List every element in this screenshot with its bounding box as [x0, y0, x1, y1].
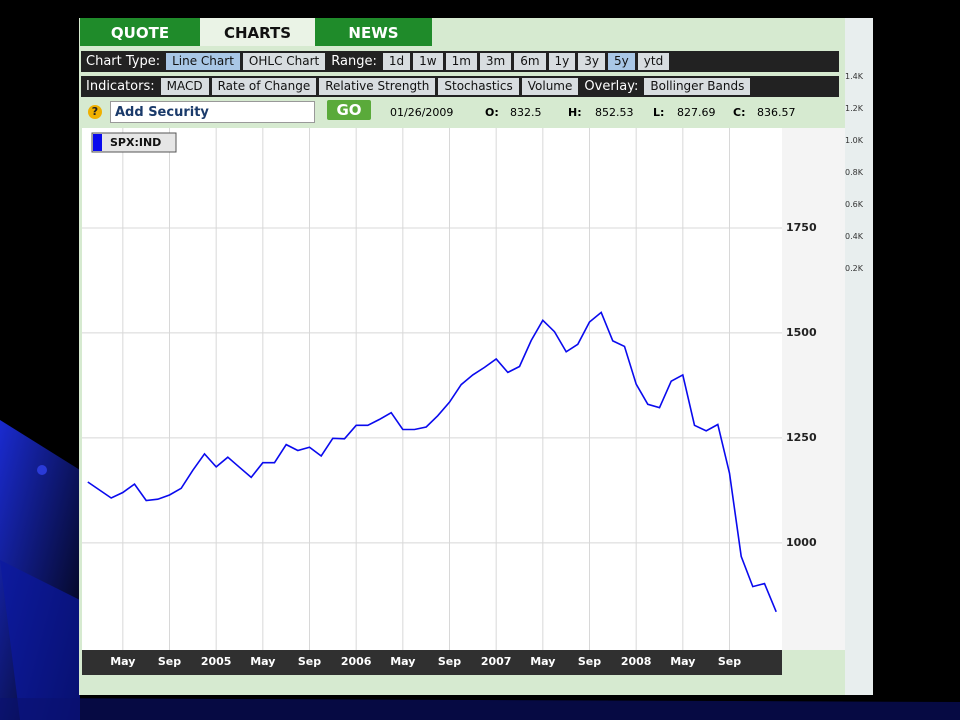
quote-label: O: [485, 106, 499, 119]
quote-date: 01/26/2009 [390, 106, 454, 119]
quote-label: L: [653, 106, 665, 119]
tab[interactable]: NEWS [315, 18, 432, 46]
toolbar-button[interactable]: 1y [548, 53, 576, 70]
decor [0, 560, 80, 720]
side-label: 0.2K [845, 264, 863, 273]
toolbar-button[interactable]: 5y [608, 53, 635, 70]
toolbar-button[interactable]: 3m [479, 53, 512, 70]
tab[interactable]: CHARTS [200, 18, 315, 46]
toolbar: Indicators: MACD Rate of Change Relative St… [81, 76, 839, 97]
toolbar-button[interactable]: Stochastics [438, 78, 519, 95]
security-row: ? Add Security GO 01/26/2009 O: 832.5 H:… [85, 100, 845, 126]
side-label: 1.0K [845, 136, 863, 145]
toolbar-button[interactable]: Volume [521, 78, 579, 95]
toolbar-button[interactable]: 1m [445, 53, 477, 70]
side-label: 0.4K [845, 232, 863, 241]
toolbar-button[interactable]: ytd [637, 53, 670, 70]
toolbar-label: Overlay: [584, 79, 639, 94]
toolbar-button[interactable]: Rate of Change [211, 78, 317, 95]
toolbar-button[interactable]: 3y [578, 53, 606, 70]
toolbar: Chart Type: Line Chart OHLC Chart Range: 1d 1… [81, 51, 839, 72]
side-label: 0.8K [845, 168, 863, 177]
help-icon[interactable]: ? [88, 105, 102, 119]
security-input[interactable]: Add Security [110, 101, 315, 123]
quote-label: H: [568, 106, 582, 119]
quote-value: 852.53 [595, 106, 634, 119]
tab[interactable]: QUOTE [80, 18, 200, 46]
go-button[interactable]: GO [327, 100, 371, 120]
quote-value: 836.57 [757, 106, 796, 119]
toolbar-label: Indicators: [86, 79, 155, 94]
decor [37, 465, 47, 475]
side-label: 1.2K [845, 104, 863, 113]
side-label: 0.6K [845, 200, 863, 209]
quote-value: 832.5 [510, 106, 542, 119]
chart-widget: QUOTE CHARTS NEWS Chart Type: Line Chart O… [79, 18, 845, 695]
toolbar-label: Range: [331, 54, 377, 69]
toolbar-button[interactable]: MACD [160, 78, 209, 95]
toolbar-button[interactable]: 1d [382, 53, 411, 70]
toolbar-label: Chart Type: [86, 54, 161, 69]
quote-label: C: [733, 106, 746, 119]
side-strip: 1.4K 1.2K 1.0K 0.8K 0.6K 0.4K 0.2K [845, 18, 873, 695]
quote-value: 827.69 [677, 106, 716, 119]
toolbar-button[interactable]: Line Chart [166, 53, 240, 70]
decor [0, 698, 960, 720]
side-label: 1.4K [845, 72, 863, 81]
toolbar-button[interactable]: 1w [413, 53, 443, 70]
toolbar-button[interactable]: Relative Strength [319, 78, 436, 95]
toolbar-button[interactable]: 6m [514, 53, 546, 70]
toolbar-button[interactable]: Bollinger Bands [644, 78, 751, 95]
toolbar-button[interactable]: OHLC Chart [242, 53, 326, 70]
